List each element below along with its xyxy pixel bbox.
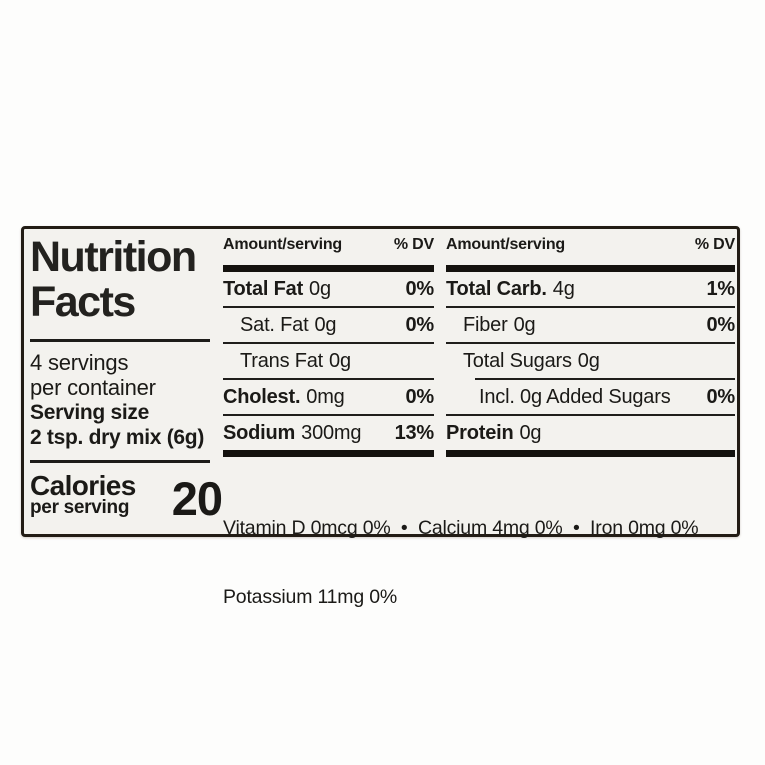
- calories-section: Calories per serving 20: [30, 470, 223, 525]
- daily-value: 0%: [405, 277, 434, 300]
- nutrient-row-sodium: Sodium 300mg 13%: [223, 416, 434, 450]
- daily-value: 0%: [706, 385, 735, 408]
- nutrient-name: Protein: [446, 421, 514, 444]
- nutrition-facts-label: Nutrition Facts 4 servings per container…: [21, 226, 740, 608]
- label-title-line1: Nutrition: [30, 233, 197, 281]
- calories-divider: [30, 460, 210, 463]
- row-divider: [223, 342, 434, 344]
- nutrient-name: Cholest.: [223, 385, 301, 408]
- nutrient-name: Sat. Fat: [240, 313, 309, 336]
- daily-value: 0%: [405, 313, 434, 336]
- nutrient-amount: 4g: [552, 277, 575, 300]
- calories-value: 20: [171, 472, 223, 525]
- row-divider: [223, 414, 434, 416]
- thick-divider: [446, 450, 735, 457]
- label-title: Nutrition Facts: [30, 233, 197, 326]
- nutrient-column-left: Amount/serving % DV Total Fat 0g 0% Sat.…: [223, 236, 434, 457]
- calories-labels: Calories per serving: [30, 470, 136, 518]
- row-divider: [446, 342, 735, 344]
- column-header: Amount/serving % DV: [446, 236, 735, 258]
- row-divider: [446, 306, 735, 308]
- serving-size: Serving size 2 tsp. dry mix (6g): [30, 400, 204, 450]
- servings-unit: per container: [30, 375, 156, 400]
- nutrient-amount: 0g: [519, 421, 542, 444]
- micronutrients-section: Vitamin D 0mcg 0% • Calcium 4mg 0% • Iro…: [223, 471, 737, 655]
- nutrient-amount: 0g: [329, 349, 351, 372]
- daily-value: 0%: [405, 385, 434, 408]
- column-header-amount: Amount/serving: [223, 236, 342, 253]
- row-divider: [223, 378, 434, 380]
- nutrient-amount: 0g: [577, 349, 600, 372]
- daily-value: 1%: [706, 277, 735, 300]
- nutrient-name: Total Fat: [223, 277, 304, 300]
- nutrient-name: Total Sugars: [463, 349, 572, 372]
- nutrient-name: Incl. 0g Added Sugars: [479, 385, 671, 408]
- servings-count: 4 servings: [30, 350, 129, 375]
- row-divider-indented: [475, 378, 735, 380]
- serving-size-value: 2 tsp. dry mix (6g): [30, 426, 205, 449]
- nutrient-name: Sodium: [223, 421, 296, 444]
- nutrient-row-total-carb: Total Carb. 4g 1%: [446, 272, 735, 306]
- row-divider: [223, 306, 434, 308]
- nutrient-name: Total Carb.: [446, 277, 547, 300]
- thick-divider: [223, 265, 434, 272]
- micronutrients-line2: Potassium 11mg 0%: [223, 586, 397, 608]
- nutrient-amount: 0g: [314, 313, 337, 336]
- nutrient-name: Fiber: [463, 313, 508, 336]
- nutrient-amount: 0mg: [306, 385, 345, 408]
- row-divider: [446, 414, 735, 416]
- nutrient-amount: 300mg: [301, 421, 362, 444]
- thick-divider: [223, 450, 434, 457]
- nutrient-row-total-sugars: Total Sugars 0g: [446, 344, 735, 378]
- nutrient-name: Trans Fat: [240, 349, 324, 372]
- title-divider: [30, 339, 210, 342]
- nutrient-row-added-sugars: Incl. 0g Added Sugars 0%: [446, 380, 735, 414]
- column-header-amount: Amount/serving: [446, 236, 565, 253]
- nutrient-row-cholesterol: Cholest. 0mg 0%: [223, 380, 434, 414]
- nutrient-row-sat-fat: Sat. Fat 0g 0%: [223, 308, 434, 342]
- thick-divider: [446, 265, 735, 272]
- nutrient-amount: 0g: [513, 313, 536, 336]
- column-header: Amount/serving % DV: [223, 236, 434, 258]
- calories-sublabel: per serving: [30, 497, 130, 518]
- label-title-line2: Facts: [30, 278, 136, 326]
- daily-value: 0%: [706, 313, 735, 336]
- column-header-dv: % DV: [694, 236, 735, 253]
- column-header-dv: % DV: [393, 236, 434, 253]
- nutrient-row-trans-fat: Trans Fat 0g: [223, 344, 434, 378]
- servings-per-container: 4 servings per container: [30, 350, 156, 400]
- nutrient-row-protein: Protein 0g: [446, 416, 735, 450]
- nutrient-column-right: Amount/serving % DV Total Carb. 4g 1% Fi…: [446, 236, 735, 457]
- nutrient-row-total-fat: Total Fat 0g 0%: [223, 272, 434, 306]
- micronutrients-line1: Vitamin D 0mcg 0% • Calcium 4mg 0% • Iro…: [223, 517, 699, 539]
- nutrient-amount: 0g: [309, 277, 331, 300]
- serving-size-label: Serving size: [30, 401, 149, 424]
- daily-value: 13%: [394, 421, 435, 444]
- calories-label: Calories: [30, 470, 136, 501]
- nutrient-row-fiber: Fiber 0g 0%: [446, 308, 735, 342]
